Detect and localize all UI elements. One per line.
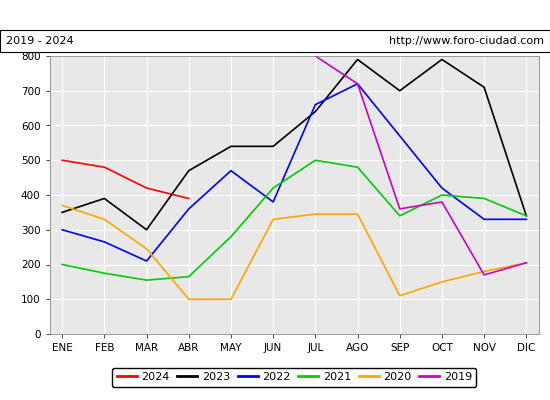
Text: 2019 - 2024: 2019 - 2024 — [6, 36, 73, 46]
Legend: 2024, 2023, 2022, 2021, 2020, 2019: 2024, 2023, 2022, 2021, 2020, 2019 — [112, 368, 476, 387]
Text: Evolucion Nº Turistas Extranjeros en el municipio de Premià de Dalt: Evolucion Nº Turistas Extranjeros en el … — [50, 8, 500, 22]
Text: http://www.foro-ciudad.com: http://www.foro-ciudad.com — [389, 36, 544, 46]
